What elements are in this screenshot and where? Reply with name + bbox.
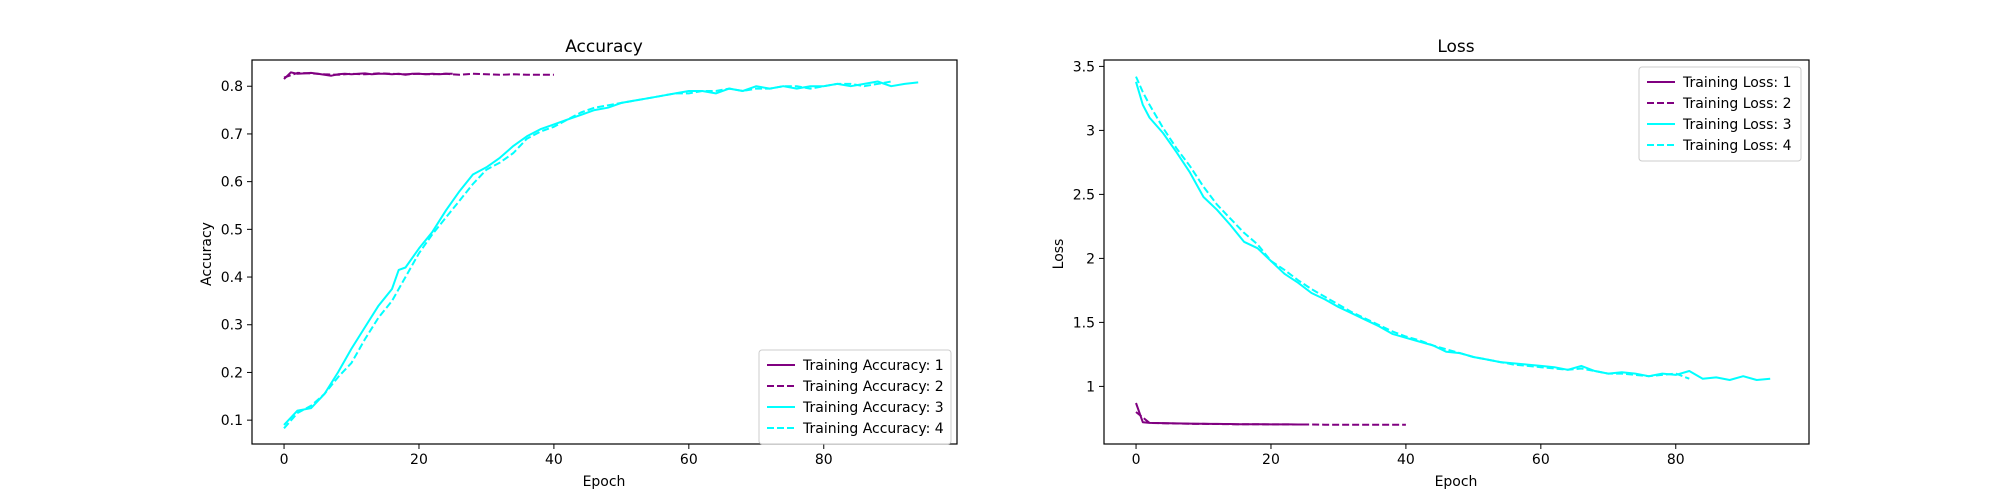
legend-box [758,349,952,445]
y-tick-label: 2.5 [1073,187,1095,203]
legend-entry-1: Training Accuracy: 1 [802,358,944,374]
x-tick-label: 40 [1397,452,1415,468]
legend-entry-2: Training Accuracy: 2 [802,379,944,395]
y-axis-label: Loss [1051,239,1067,270]
x-tick-label: 80 [1667,452,1685,468]
plot-frame [251,59,958,445]
legend-box [1638,66,1802,162]
y-tick-label: 0.5 [221,222,243,238]
series-line-4 [1135,76,1690,380]
y-tick-label: 3.5 [1073,59,1095,75]
y-tick-label: 0.8 [221,79,243,95]
legend-entry-2: Training Loss: 2 [1682,96,1791,112]
x-tick-label: 0 [1132,452,1141,468]
y-tick-label: 0.2 [221,365,243,381]
chart-title: Accuracy [565,37,643,57]
x-tick-label: 20 [410,452,428,468]
x-tick-label: 0 [280,452,289,468]
series-line-4 [283,80,892,429]
x-tick-label: 80 [815,452,833,468]
x-tick-label: 40 [545,452,563,468]
x-tick-label: 60 [680,452,698,468]
y-tick-label: 0.1 [221,413,243,429]
x-axis-label: Epoch [1435,474,1478,490]
legend-entry-1: Training Loss: 1 [1682,75,1791,91]
loss-chart: Loss Epoch Loss 0 20 40 60 80 1 1.5 2 2.5 3 3.5 Tra… [1051,37,1810,490]
y-tick-label: 0.7 [221,127,243,143]
y-tick-label: 3 [1086,123,1095,139]
x-tick-label: 60 [1532,452,1550,468]
y-tick-label: 1.5 [1073,315,1095,331]
accuracy-chart: Accuracy Epoch Accuracy 0 20 40 60 80 0.1 0.2 0… [199,37,958,490]
y-tick-label: 2 [1086,251,1095,267]
x-tick-label: 20 [1262,452,1280,468]
legend-entry-4: Training Loss: 4 [1682,138,1792,154]
series-line-3 [283,80,919,426]
plot-frame [1103,59,1810,445]
y-tick-label: 1 [1086,379,1095,395]
y-tick-label: 0.3 [221,318,243,334]
legend-entry-3: Training Accuracy: 3 [802,400,944,416]
legend-entry-3: Training Loss: 3 [1682,117,1791,133]
y-tick-label: 0.6 [221,175,243,191]
y-tick-label: 0.4 [221,270,243,286]
series-line-2 [283,71,554,79]
chart-title: Loss [1437,37,1474,57]
legend: Training Accuracy: 1 Training Accuracy: 2… [758,349,952,445]
x-axis-label: Epoch [583,474,626,490]
y-axis-label: Accuracy [199,222,215,286]
legend: Training Loss: 1 Training Loss: 2 Training… [1638,66,1802,162]
legend-entry-4: Training Accuracy: 4 [802,421,944,437]
series-line-3 [1135,81,1771,381]
